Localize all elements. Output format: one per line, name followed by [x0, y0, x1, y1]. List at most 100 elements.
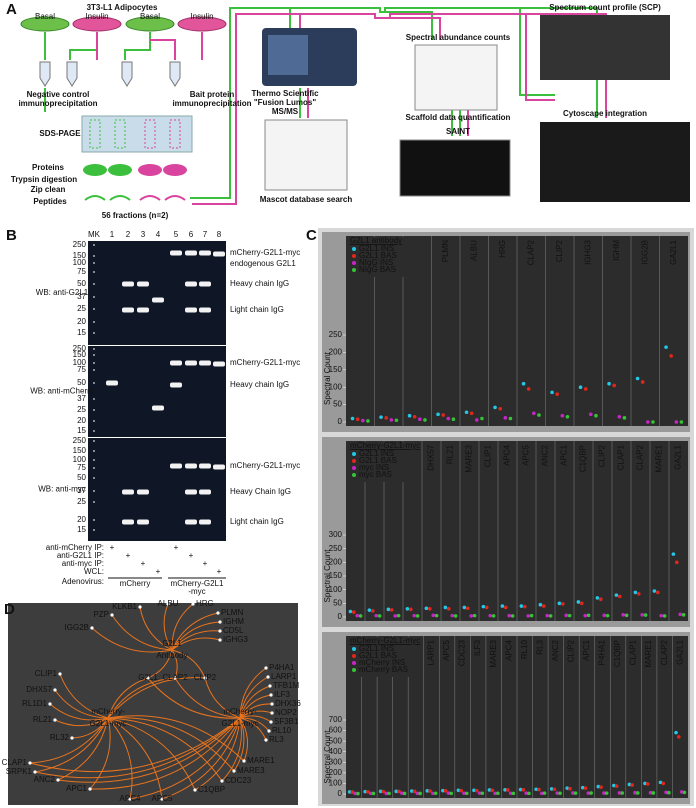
mw-label: 37: [77, 292, 86, 301]
network-edge: [239, 667, 267, 719]
data-point: [651, 791, 656, 795]
band: [213, 251, 225, 257]
band: [137, 519, 149, 525]
data-point: [648, 790, 653, 795]
data-point: [583, 387, 588, 391]
network-node: [28, 761, 32, 765]
y-tick-label: 300: [329, 757, 343, 766]
data-point: [529, 613, 534, 618]
group-label: mCherry-G2L1: [171, 579, 224, 588]
lane-label: 6: [189, 230, 194, 239]
step-label: Zip clean: [31, 185, 66, 194]
data-point: [425, 789, 430, 793]
data-point: [555, 791, 560, 795]
data-point: [378, 789, 383, 794]
network-edge: [239, 694, 272, 719]
category-label: P4HA1: [598, 639, 607, 665]
data-point: [605, 613, 610, 618]
band: [170, 250, 182, 256]
network-edge: [54, 689, 109, 719]
node-label: IGHG3: [223, 635, 248, 644]
dish-label: Basal: [140, 12, 160, 21]
category-label: C1QBP: [613, 640, 622, 667]
y-tick-label: 700: [329, 715, 343, 724]
y-tick-label: 200: [329, 348, 343, 357]
data-point: [434, 613, 439, 618]
blot: [88, 241, 226, 345]
node-label: DHX57: [26, 685, 52, 694]
data-point: [387, 791, 391, 796]
data-point: [617, 414, 622, 419]
data-point: [640, 613, 645, 617]
network-edge: [171, 649, 206, 679]
band: [199, 307, 211, 313]
data-point: [412, 414, 417, 419]
node-label: G2L1: [138, 673, 158, 682]
mw-label: 150: [73, 446, 87, 455]
network-edge: [29, 717, 241, 772]
data-point: [586, 613, 591, 618]
data-point: [627, 782, 632, 787]
data-point: [678, 612, 683, 617]
category-label: CLIP2: [598, 444, 607, 467]
data-point: [409, 789, 414, 793]
step-label: Negative control: [27, 90, 90, 99]
category-label: RL10: [520, 639, 529, 659]
data-point: [348, 609, 353, 614]
data-point: [443, 605, 448, 610]
mw-label: 50: [77, 378, 86, 387]
data-point: [415, 791, 420, 796]
band: [122, 281, 134, 287]
lane-label: MK: [88, 230, 101, 239]
category-label: CLAP1: [617, 444, 626, 470]
data-point: [612, 383, 616, 388]
marker-dot: [93, 519, 95, 521]
network-edge: [107, 717, 196, 791]
legend-box: [348, 237, 420, 277]
data-point: [384, 791, 389, 796]
network-edge: [239, 710, 273, 719]
data-point: [674, 730, 678, 735]
network-edge: [49, 703, 109, 721]
band: [199, 489, 211, 495]
data-point: [396, 613, 401, 618]
legend-box: [348, 637, 420, 677]
band-annotation: Heavy chain IgG: [230, 380, 289, 389]
data-point: [621, 613, 626, 617]
hub-label: G2L1-myc: [222, 719, 259, 728]
data-point: [423, 418, 427, 422]
node-label: MARE3: [237, 766, 265, 775]
band: [199, 250, 211, 256]
legend-title: G2L1 antibody: [350, 236, 402, 245]
band-annotation: mCherry-G2L1-myc: [230, 461, 300, 470]
data-point: [389, 608, 394, 612]
band: [106, 380, 118, 386]
network-edge: [233, 717, 245, 772]
network-node: [216, 611, 220, 615]
mw-label: 150: [73, 350, 87, 359]
data-point: [510, 614, 515, 618]
data-point: [397, 789, 401, 794]
network-edge: [161, 717, 241, 800]
data-point: [400, 791, 404, 795]
category-label: HRG: [498, 240, 507, 258]
data-point: [496, 791, 500, 796]
mw-label: 100: [73, 455, 87, 464]
data-point: [624, 613, 629, 618]
data-point: [484, 605, 489, 610]
y-tick-label: 200: [329, 768, 343, 777]
category-label: ANC2: [551, 639, 560, 661]
data-point: [674, 560, 679, 565]
category-label: IGHM: [612, 240, 621, 261]
marker-dot: [93, 255, 95, 257]
data-point: [446, 607, 451, 611]
network-node: [56, 778, 60, 782]
marker-dot: [93, 332, 95, 334]
node-label: CLIP1: [35, 669, 58, 678]
data-point: [567, 613, 572, 618]
data-point: [655, 590, 660, 595]
dish: [72, 16, 122, 32]
data-point: [598, 597, 603, 602]
data-point: [669, 354, 673, 358]
mw-label: 100: [73, 358, 87, 367]
